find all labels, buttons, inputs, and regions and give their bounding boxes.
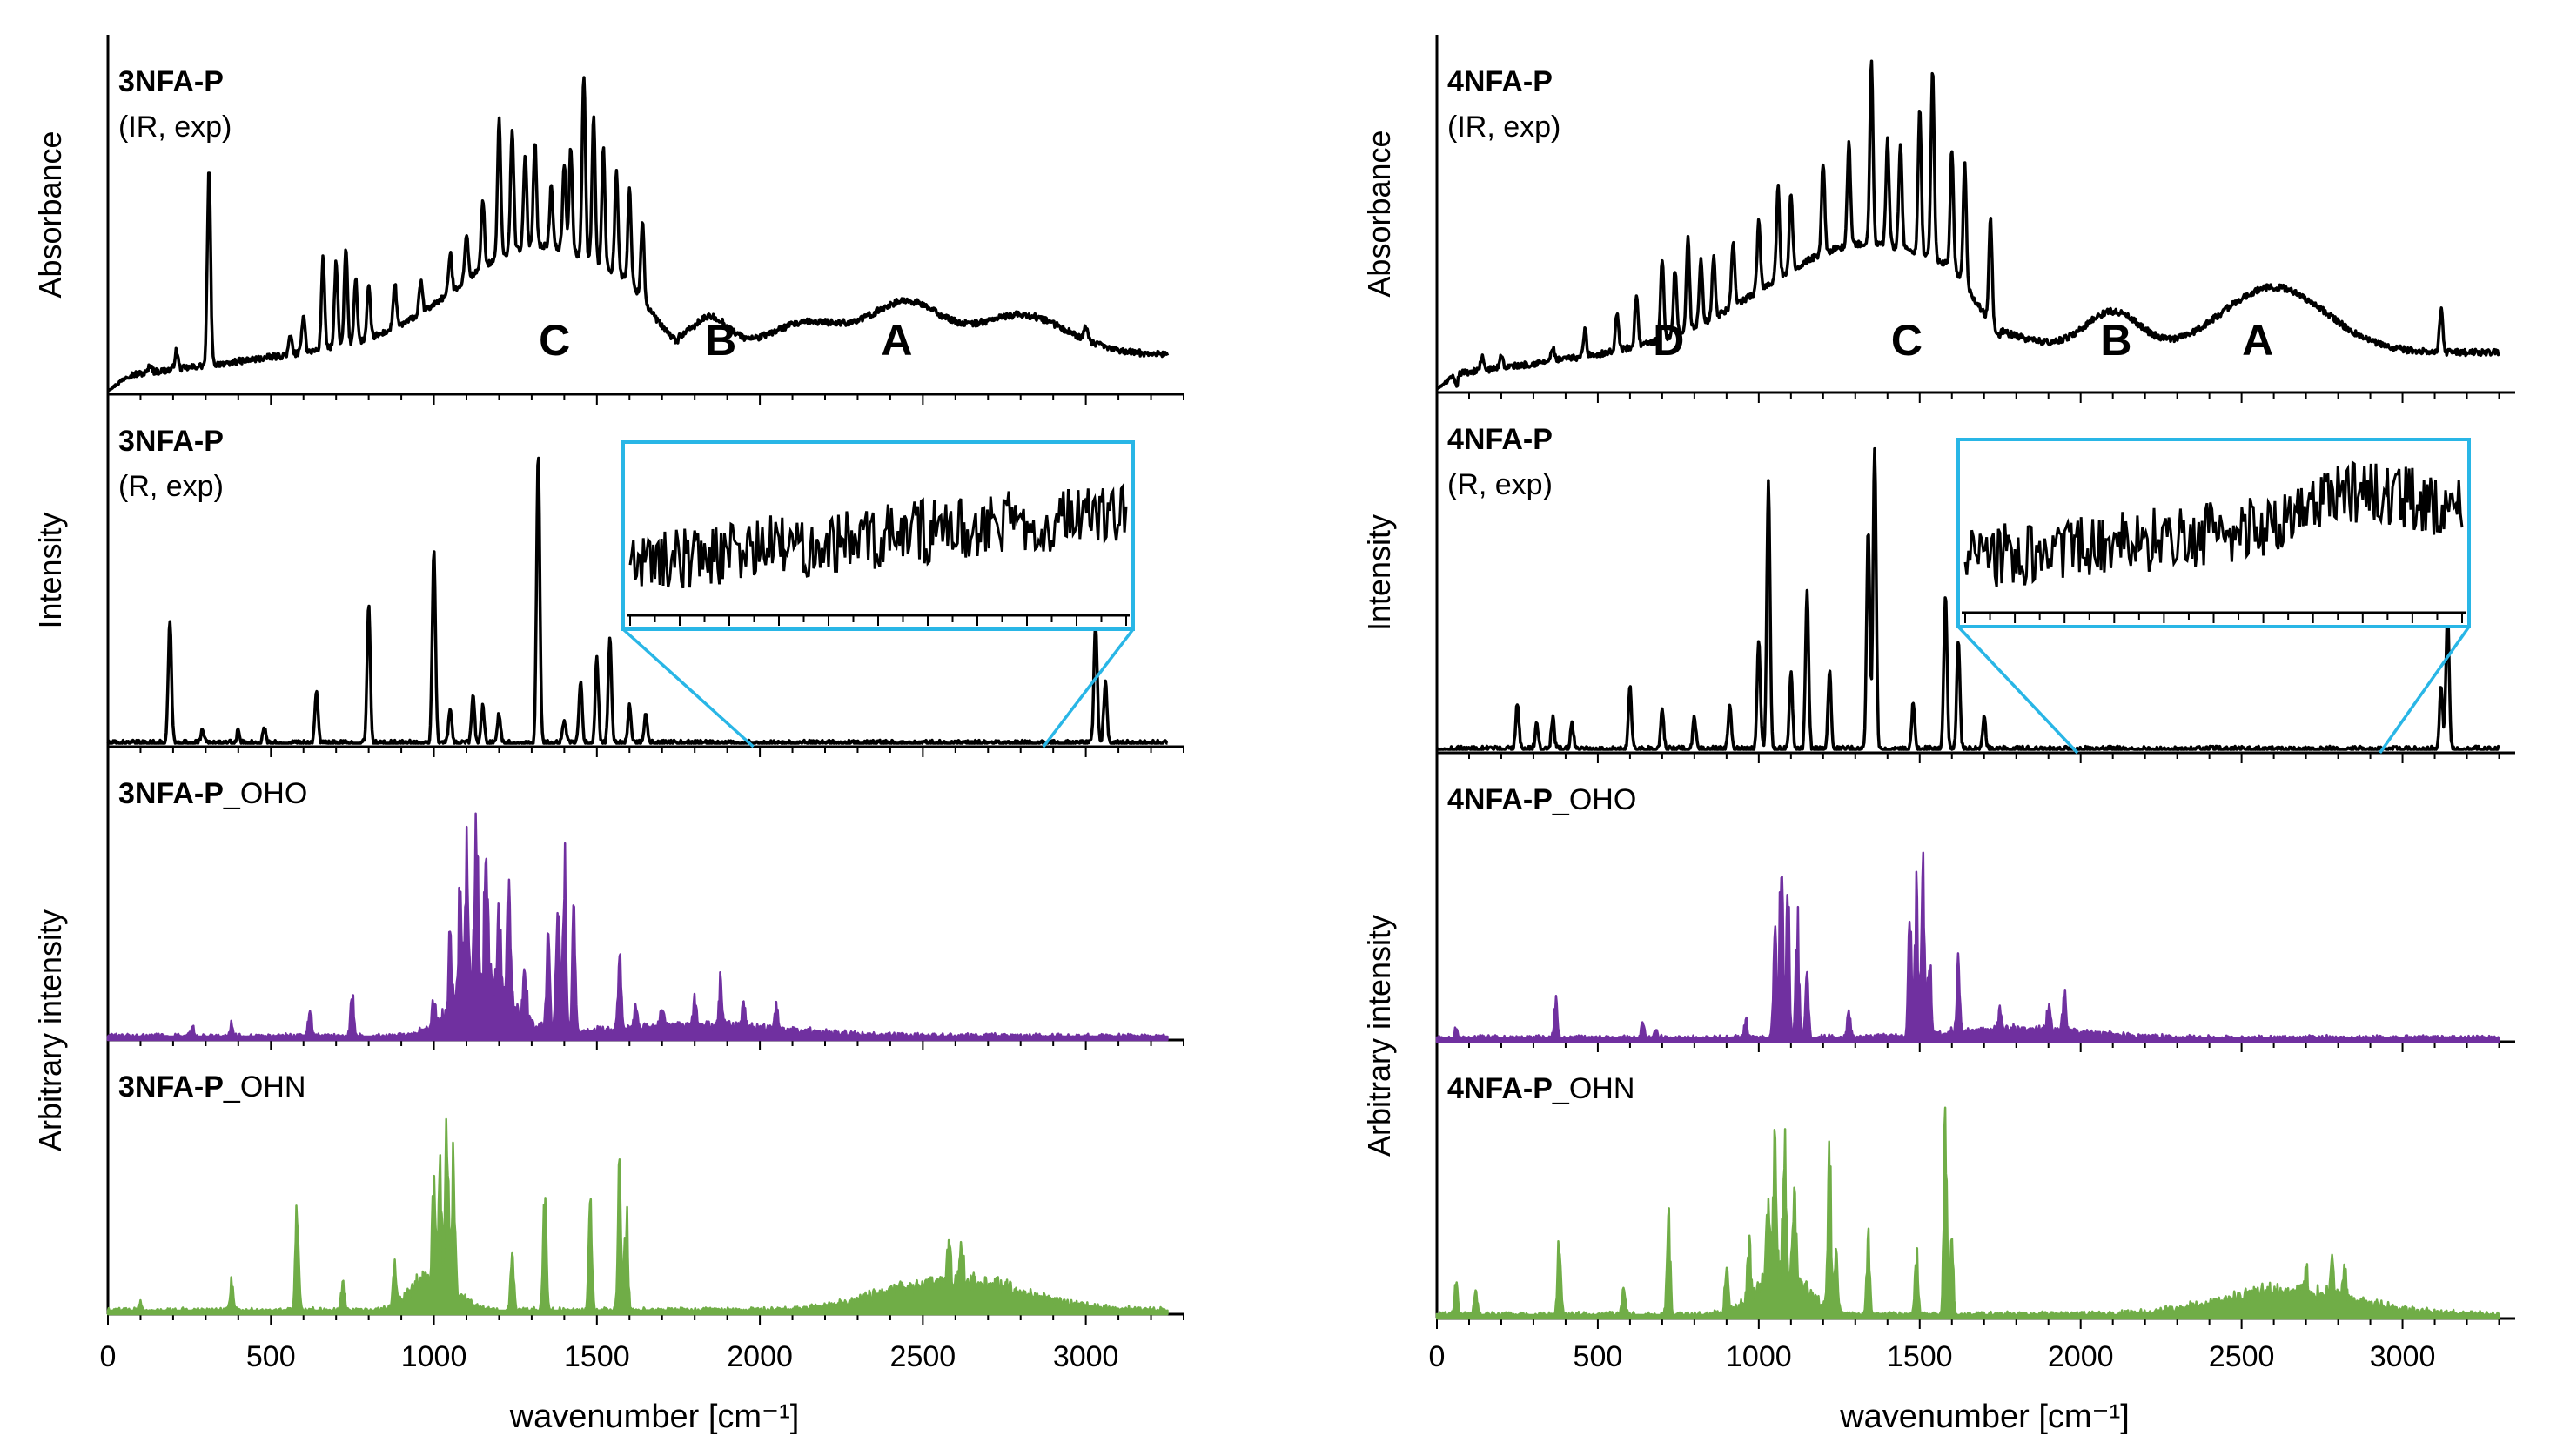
region-label-b: B xyxy=(705,316,736,365)
region-label-c: C xyxy=(539,316,570,365)
panel-label-bold: 4NFA-P xyxy=(1447,65,1553,98)
panel-label: 4NFA-P xyxy=(1447,65,1553,98)
panel-label-bold: 3NFA-P xyxy=(118,777,224,810)
x-tick-label: 2500 xyxy=(890,1340,956,1373)
panel-3: 3NFA-P_OHN xyxy=(106,1070,1184,1325)
panel-label-sub: (R, exp) xyxy=(1447,468,1553,501)
zoom-inset xyxy=(621,440,1135,748)
x-axis-label: wavenumber [cm⁻¹] xyxy=(509,1399,800,1435)
spectrum-series xyxy=(1436,446,2501,751)
panel-label-sub: (IR, exp) xyxy=(118,111,232,144)
inset-connector-left xyxy=(621,627,755,748)
panel-3: 4NFA-P_OHN xyxy=(1435,1072,2515,1329)
panel-label-sub: _OHN xyxy=(1552,1072,1634,1105)
inset-connector-left xyxy=(1956,625,2079,755)
panel-label: 4NFA-P_OHO xyxy=(1447,783,1636,816)
region-label-d: D xyxy=(1653,316,1684,365)
y-axis-label: Intensity xyxy=(32,512,68,628)
inset-connector-right xyxy=(1042,627,1135,748)
inset-frame xyxy=(1956,438,2471,628)
spectrum-series xyxy=(106,456,1169,745)
region-label-a: A xyxy=(881,316,912,365)
figure-4nfa-p: 4NFA-P (IR, exp) D C B A Absorbance 4NFA-P (R, e… xyxy=(1361,35,2515,1435)
panel-label: 4NFA-P xyxy=(1447,423,1553,456)
y-axis-label: Absorbance xyxy=(1361,130,1397,297)
panel-label-sub: _OHO xyxy=(223,777,307,810)
x-tick-label: 1500 xyxy=(564,1340,630,1373)
panel-label: 3NFA-P_OHN xyxy=(118,1070,305,1104)
panel-label-bold: 4NFA-P xyxy=(1447,1072,1553,1105)
spectrum-series xyxy=(1435,59,2501,391)
x-tick-label: 0 xyxy=(1429,1340,1446,1373)
inset-connector-right xyxy=(2379,625,2471,755)
panel-1: 4NFA-P (R, exp) Intensity xyxy=(1361,423,2515,763)
y-axis-label: Arbitrary intensity xyxy=(1361,915,1397,1157)
x-tick-label: 0 xyxy=(100,1340,117,1373)
x-tick-label: 2500 xyxy=(2209,1340,2275,1373)
y-axis-label: Absorbance xyxy=(32,131,68,298)
zoom-inset xyxy=(1956,438,2471,755)
panel-label: 3NFA-P xyxy=(118,65,224,98)
y-axis-label: Arbitrary intensity xyxy=(32,909,68,1151)
panel-label-sub: (IR, exp) xyxy=(1447,111,1560,144)
panel-1: 3NFA-P (R, exp) Intensity xyxy=(32,425,1184,757)
panel-label-bold: 3NFA-P xyxy=(118,65,224,98)
spectrum-series xyxy=(1435,851,2500,1043)
region-label-c: C xyxy=(1891,316,1923,365)
x-tick-label: 500 xyxy=(246,1340,296,1373)
region-label-a: A xyxy=(2242,316,2273,365)
spectrum-series xyxy=(107,76,1170,393)
spectrum-series xyxy=(1435,1106,2500,1320)
spectrum-series xyxy=(106,1117,1169,1316)
x-axis-label: wavenumber [cm⁻¹] xyxy=(1839,1399,2130,1435)
panel-label-sub: _OHN xyxy=(223,1070,305,1104)
spectrum-series xyxy=(106,812,1169,1042)
region-label-b: B xyxy=(2100,316,2131,365)
panel-label-bold: 3NFA-P xyxy=(118,1070,224,1104)
figure-3nfa-p: 3NFA-P (IR, exp) C B A Absorbance 3NFA-P (R, ex… xyxy=(32,35,1184,1435)
x-tick-label: 1000 xyxy=(1726,1340,1792,1373)
panel-label: 4NFA-P_OHN xyxy=(1447,1072,1634,1105)
panel-label-bold: 4NFA-P xyxy=(1447,783,1553,816)
inset-spectrum xyxy=(1963,460,2464,588)
x-tick-label: 2000 xyxy=(2048,1340,2114,1373)
panel-label: 3NFA-P xyxy=(118,425,224,458)
panel-label-bold: 3NFA-P xyxy=(118,425,224,458)
x-tick-label: 3000 xyxy=(1053,1340,1119,1373)
inset-frame xyxy=(621,440,1135,631)
inset-spectrum xyxy=(628,482,1128,589)
panel-label: 3NFA-P_OHO xyxy=(118,777,307,810)
panel-label-bold: 4NFA-P xyxy=(1447,423,1553,456)
x-tick-label: 1000 xyxy=(401,1340,467,1373)
x-tick-label: 3000 xyxy=(2370,1340,2436,1373)
panel-0: 3NFA-P (IR, exp) C B A Absorbance xyxy=(32,65,1184,405)
x-tick-label: 500 xyxy=(1574,1340,1623,1373)
x-tick-label: 1500 xyxy=(1887,1340,1953,1373)
panel-label-sub: _OHO xyxy=(1552,783,1636,816)
panel-0: 4NFA-P (IR, exp) D C B A Absorbance xyxy=(1361,59,2515,403)
x-tick-label: 2000 xyxy=(727,1340,793,1373)
panel-label-sub: (R, exp) xyxy=(118,470,224,503)
y-axis-label: Intensity xyxy=(1361,514,1397,631)
